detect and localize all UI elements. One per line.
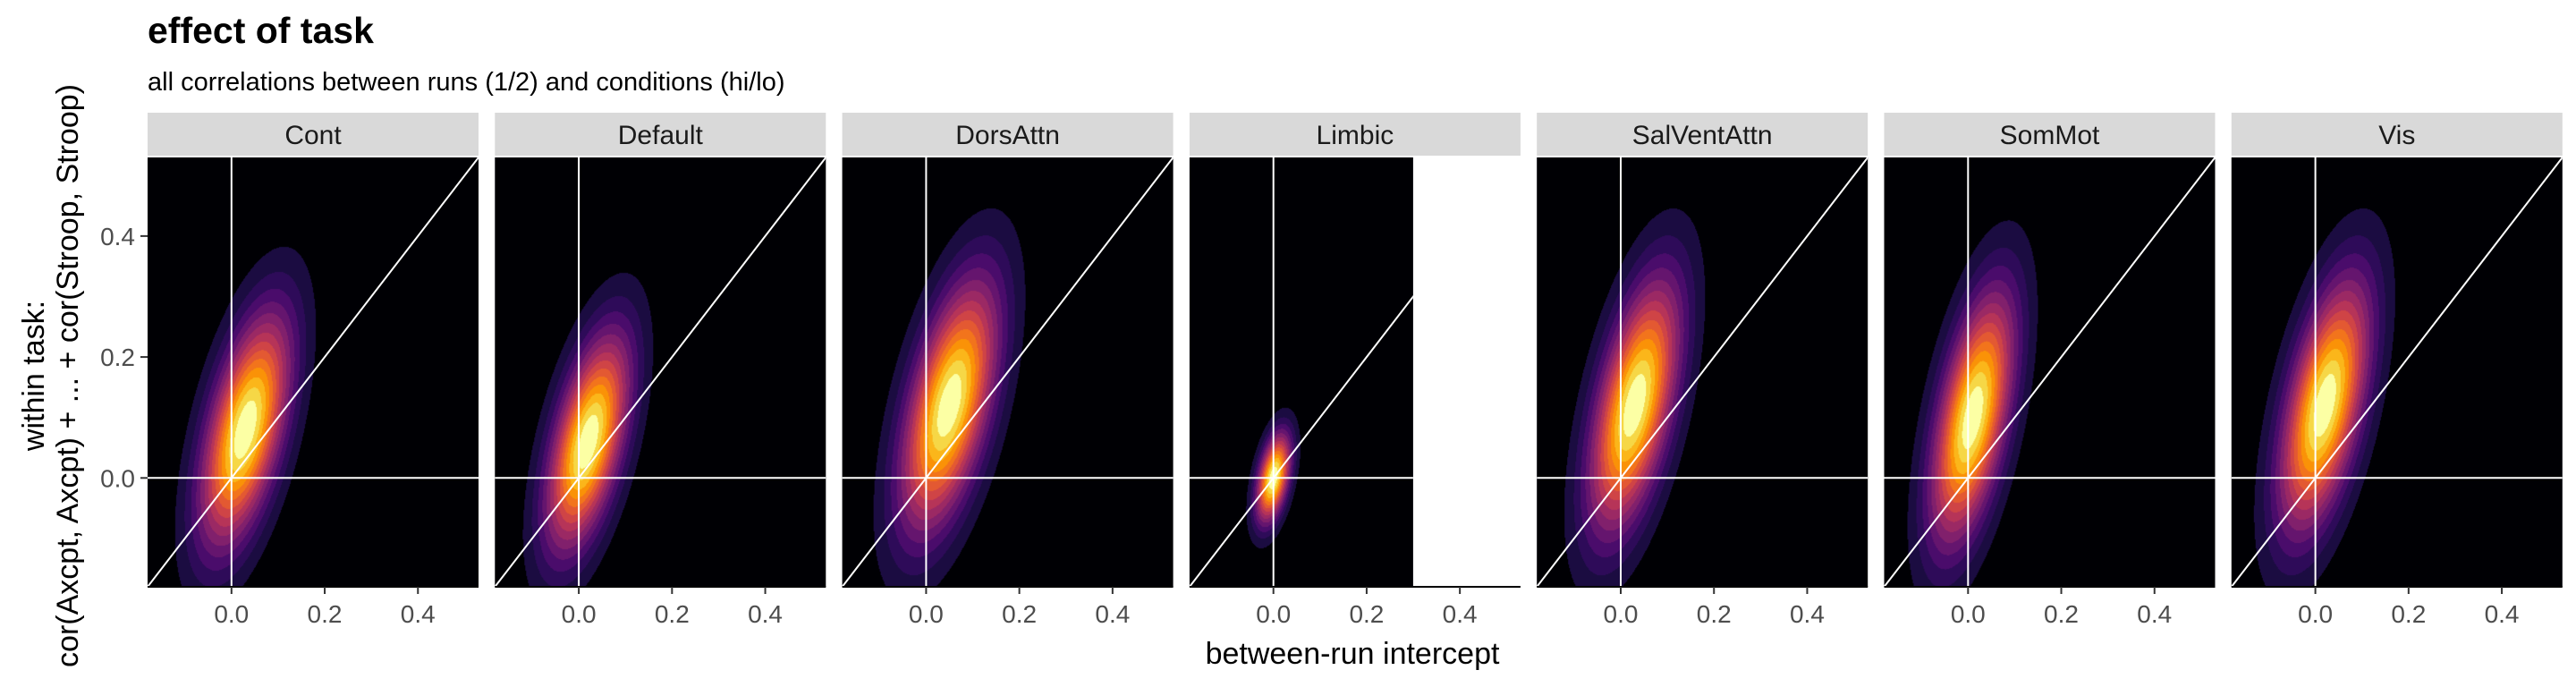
y-axis-title: within task: cor(Axcpt, Axcpt) + ... + c… (17, 84, 85, 667)
x-tick-label: 0.2 (1697, 600, 1732, 628)
x-tick-label: 0.4 (1790, 600, 1825, 628)
facet-strip-label: Cont (284, 121, 342, 150)
facet-strip (148, 113, 479, 156)
facet-strip (1189, 113, 1521, 156)
facet-strip (2231, 113, 2563, 156)
reference-lines (1884, 157, 2216, 587)
identity-line (1189, 295, 1413, 587)
identity-line (842, 157, 1174, 587)
x-tick-label: 0.4 (2137, 600, 2172, 628)
y-tick-label: 0.0 (100, 464, 135, 492)
x-tick-label: 0.2 (2391, 600, 2426, 628)
facet-panel: SomMot 0.0 0.2 0.4 (1884, 113, 2216, 628)
x-tick-label: 0.0 (562, 600, 597, 628)
facet-panel: Vis 0.0 0.2 0.4 (2231, 113, 2563, 628)
reference-lines (1537, 157, 1868, 587)
reference-lines (495, 157, 826, 587)
x-tick-label: 0.2 (655, 600, 690, 628)
identity-line (495, 157, 826, 587)
facet-panel: Cont 0.0 0.2 0.4 (148, 113, 479, 628)
y-tick-label: 0.2 (100, 344, 135, 371)
chart-title: effect of task (148, 10, 374, 51)
x-tick-label: 0.2 (2044, 600, 2079, 628)
facet-strip-label: Default (618, 121, 704, 150)
x-tick-label: 0.4 (1443, 600, 1478, 628)
facet-strip (1884, 113, 2216, 156)
facet-strip (1537, 113, 1868, 156)
x-tick-label: 0.0 (909, 600, 944, 628)
facet-strip-label: SomMot (2000, 121, 2100, 150)
y-axis: 0.0 0.2 0.4 (100, 223, 148, 492)
x-tick-label: 0.0 (2298, 600, 2333, 628)
identity-line (1884, 157, 2216, 587)
x-tick-label: 0.0 (1256, 600, 1291, 628)
y-axis-title-line-1: within task: (17, 301, 51, 452)
identity-line (1537, 157, 1868, 587)
x-tick-label: 0.4 (401, 600, 436, 628)
x-axis-title: between-run intercept (1206, 637, 1500, 671)
facet-strip-label: SalVentAttn (1632, 121, 1773, 150)
reference-lines (148, 157, 479, 587)
identity-line (2231, 157, 2563, 587)
x-tick-label: 0.2 (308, 600, 343, 628)
density-heatmap (1189, 157, 1413, 587)
facet-strip-label: Vis (2378, 121, 2415, 150)
facet-strip (495, 113, 826, 156)
facet-strip-label: Limbic (1317, 121, 1394, 150)
reference-lines (842, 157, 1174, 587)
facet-strip-label: DorsAttn (955, 121, 1060, 150)
chart-subtitle: all correlations between runs (1/2) and … (148, 68, 784, 97)
y-tick-label: 0.4 (100, 223, 135, 250)
facet-panel: Limbic 0.0 0.2 0.4 (1189, 113, 1521, 628)
x-tick-label: 0.0 (1951, 600, 1986, 628)
facet-strip (842, 113, 1174, 156)
x-tick-label: 0.2 (1349, 600, 1384, 628)
x-tick-label: 0.4 (1095, 600, 1130, 628)
x-tick-label: 0.0 (1604, 600, 1639, 628)
facet-panel: Default 0.0 0.2 0.4 (495, 113, 826, 628)
facet-panel: DorsAttn 0.0 0.2 0.4 (842, 113, 1174, 628)
y-axis-title-line-2: cor(Axcpt, Axcpt) + ... + cor(Stroop, St… (51, 84, 85, 667)
identity-line (148, 157, 479, 587)
x-tick-label: 0.2 (1002, 600, 1037, 628)
reference-lines (2231, 157, 2563, 587)
facet-panel: SalVentAttn 0.0 0.2 0.4 (1537, 113, 1868, 628)
x-tick-label: 0.4 (748, 600, 783, 628)
x-tick-label: 0.4 (2485, 600, 2520, 628)
x-tick-label: 0.0 (214, 600, 249, 628)
reference-lines (1189, 157, 1413, 587)
